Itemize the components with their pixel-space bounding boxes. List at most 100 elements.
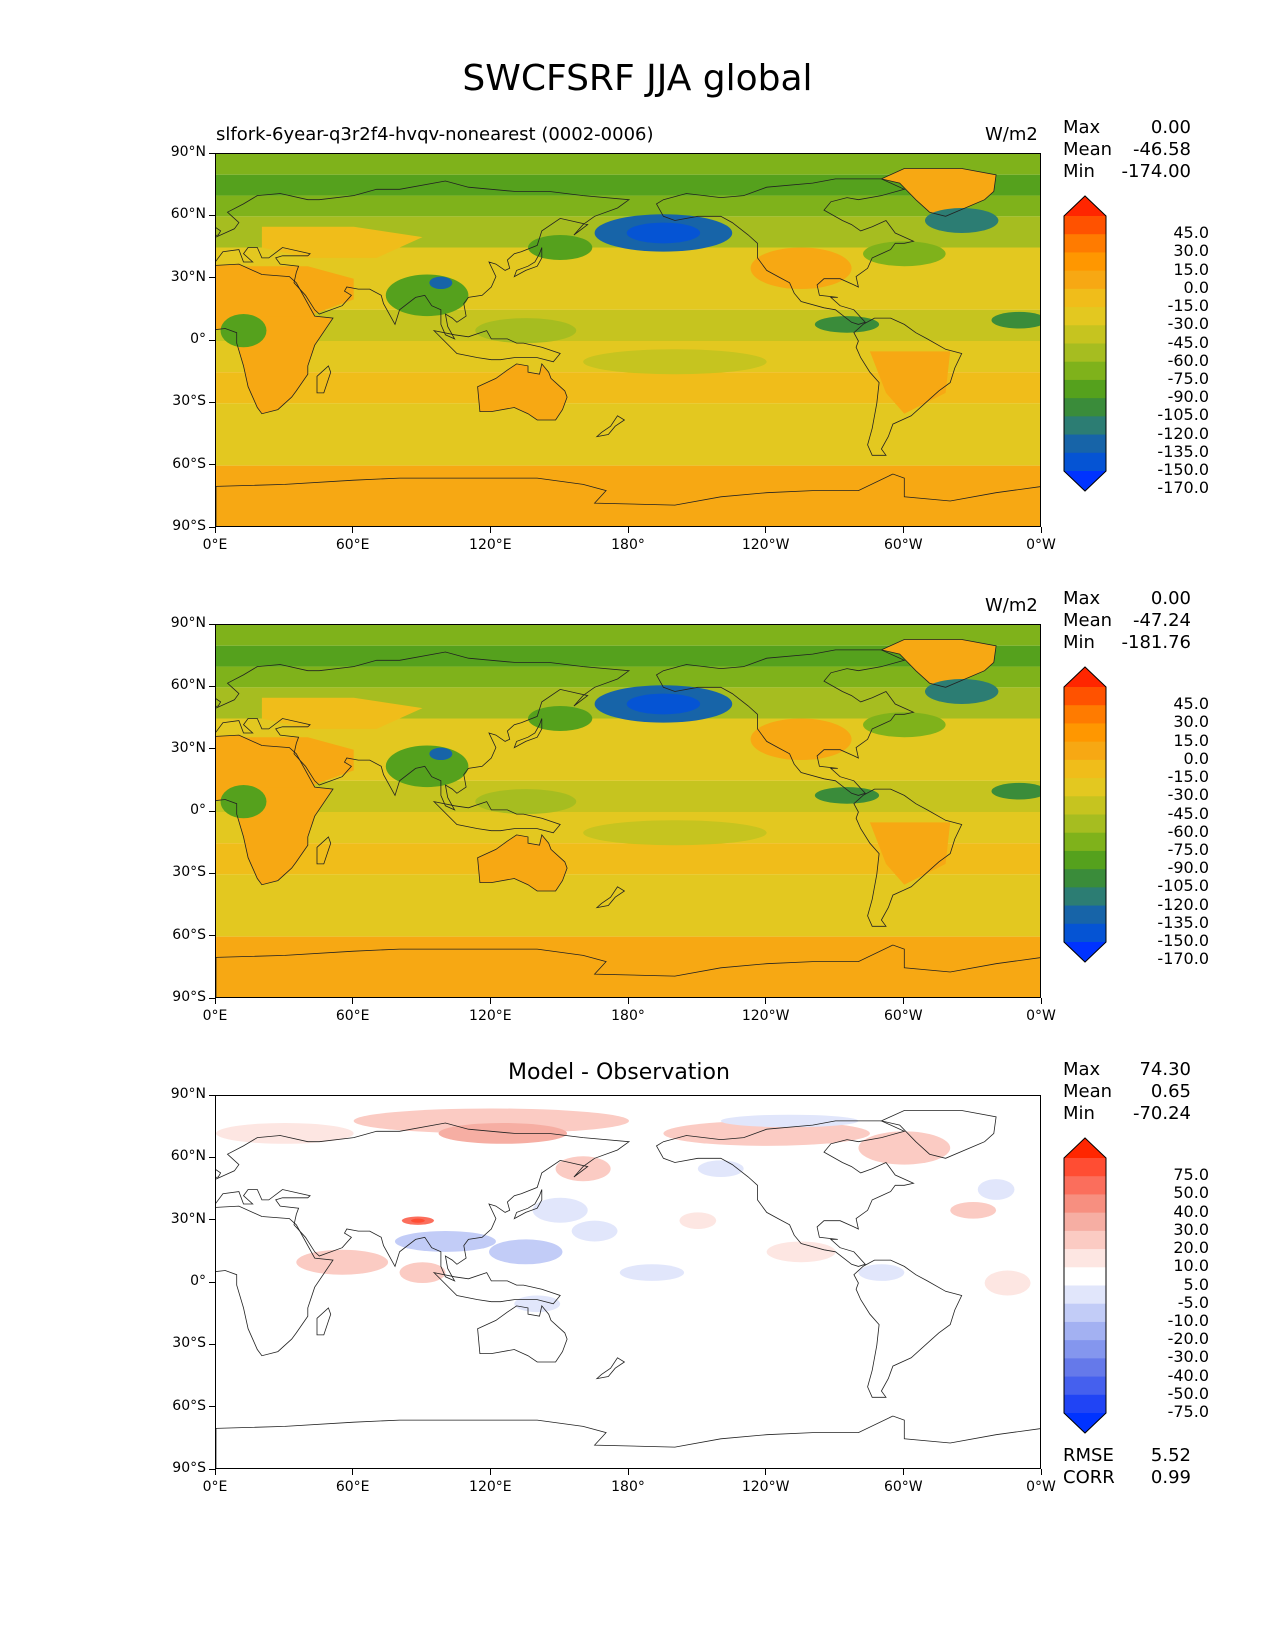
coastline-southAmerica — [853, 788, 963, 927]
field-australia — [477, 834, 568, 891]
colorbar-tick-label: 75.0 — [1173, 1165, 1209, 1185]
field-north-atlantic-low — [924, 679, 999, 704]
lat-tick-label: 60°N — [170, 677, 206, 694]
lon-tick-label: 0°W — [1026, 537, 1056, 553]
stats-block: Max 0.00 Mean -46.58 Min -174.00 — [1063, 117, 1191, 183]
lat-tick — [209, 214, 215, 216]
lon-tick-label: 120°E — [469, 1008, 512, 1024]
colorbar-tick-label: 30.0 — [1173, 241, 1209, 261]
stat-max-label: Max — [1063, 117, 1101, 138]
lon-tick — [489, 527, 491, 533]
map-plot — [215, 1095, 1041, 1469]
colorbar-outline — [1063, 1137, 1107, 1434]
colorbar-tick-label: 45.0 — [1173, 694, 1209, 714]
lat-tick — [209, 1219, 215, 1221]
colorbar-swatch — [1064, 416, 1106, 436]
stat-min-label: Min — [1063, 161, 1095, 182]
colorbar-graphic — [1063, 195, 1107, 492]
colorbar-tick-label: -45.0 — [1167, 803, 1209, 823]
colorbar-swatch — [1064, 832, 1106, 852]
field-bay-of-bengal — [385, 274, 469, 317]
colorbar-tick-label: -90.0 — [1167, 387, 1209, 407]
colorbar-swatch — [1064, 687, 1106, 706]
lat-tick-label: 60°S — [172, 1397, 206, 1414]
corr-value: 0.99 — [1150, 1467, 1191, 1488]
colorbar-tick-label: 50.0 — [1173, 1183, 1209, 1203]
field-north-pacific-core — [626, 693, 701, 715]
field-band — [216, 625, 1040, 646]
lon-tick-label: 120°W — [741, 537, 790, 553]
colorbar-tick-label: 45.0 — [1173, 223, 1209, 243]
colorbar-swatch — [1064, 270, 1106, 290]
colorbar-swatch — [1064, 1376, 1106, 1396]
lon-tick — [627, 1469, 629, 1475]
colorbar-swatch — [1064, 723, 1106, 743]
colorbar-extend-max — [1064, 667, 1106, 687]
lat-tick — [209, 748, 215, 750]
rmse-label: RMSE — [1063, 1445, 1114, 1466]
coastline-antarctica — [216, 473, 1040, 526]
stats-block: Max 74.30 Mean 0.65 Min -70.24 — [1063, 1059, 1191, 1125]
colorbar-tick-label: -60.0 — [1167, 821, 1209, 841]
field-positive-anomaly — [216, 1123, 354, 1144]
colorbar-tick-label: -45.0 — [1167, 332, 1209, 352]
field-australia — [477, 363, 568, 420]
colorbar-swatch — [1064, 452, 1106, 472]
lon-tick-label: 60°W — [883, 537, 923, 553]
lat-tick-label: 90°S — [172, 1460, 206, 1476]
colorbar-swatch — [1064, 216, 1106, 235]
lon-tick-label: 0°E — [202, 1008, 228, 1024]
coastline-greenland — [880, 639, 997, 688]
lon-tick-label: 180° — [611, 1479, 645, 1495]
lon-tick-label: 60°E — [335, 1479, 370, 1495]
field-band — [216, 309, 1040, 341]
field-gulf-stream — [863, 241, 946, 267]
colorbar-extend-min — [1064, 942, 1106, 962]
coastline-africa — [216, 263, 334, 415]
coastline-australia — [477, 834, 568, 892]
colorbar-swatch — [1064, 288, 1106, 308]
map-plot — [215, 153, 1041, 527]
field-north-america — [750, 247, 852, 290]
colorbar-swatch — [1064, 379, 1106, 399]
field-negative-anomaly — [858, 1264, 905, 1281]
colorbar-swatch — [1064, 887, 1106, 907]
lat-tick — [209, 339, 215, 341]
field-positive-anomaly — [555, 1156, 611, 1182]
colorbar-tick-label: 5.0 — [1183, 1274, 1209, 1294]
field-spcz — [583, 349, 767, 375]
coastline-africa — [216, 734, 334, 886]
colorbar-swatch — [1064, 1194, 1106, 1214]
stat-max-label: Max — [1063, 588, 1101, 609]
lat-tick-label: 60°N — [170, 1148, 206, 1165]
colorbar-extend-min — [1064, 471, 1106, 491]
colorbar-tick-label: 0.0 — [1183, 277, 1209, 297]
colorbar-tick-label: -135.0 — [1157, 441, 1209, 461]
stats-block: Max 0.00 Mean -47.24 Min -181.76 — [1063, 588, 1191, 654]
stat-min-label: Min — [1063, 1103, 1095, 1124]
colorbar-tick-label: 40.0 — [1173, 1201, 1209, 1221]
lat-tick-label: 60°S — [172, 455, 206, 472]
lon-tick — [902, 1469, 904, 1475]
field-band — [216, 174, 1040, 196]
coastline-northAmerica — [655, 178, 915, 325]
colorbar-tick-label: -60.0 — [1167, 350, 1209, 370]
colorbar-tick-label: -90.0 — [1167, 858, 1209, 878]
error-stats: RMSE 5.52 CORR 0.99 — [1063, 1445, 1191, 1489]
field-kuroshio — [528, 706, 593, 731]
lat-tick — [209, 277, 215, 279]
lon-tick-label: 180° — [611, 1008, 645, 1024]
lon-tick — [214, 998, 216, 1004]
units-label: W/m2 — [985, 124, 1038, 145]
lat-tick-label: 90°S — [172, 989, 206, 1005]
lon-tick — [352, 998, 354, 1004]
coastline-madagascar — [316, 365, 332, 394]
coastline-newzealand — [595, 1357, 626, 1380]
stat-mean-label: Mean — [1063, 610, 1113, 631]
field-band — [216, 936, 1040, 997]
colorbar-swatch — [1064, 1249, 1106, 1268]
colorbar-swatch — [1064, 1285, 1106, 1305]
colorbar-tick-label: -30.0 — [1167, 314, 1209, 334]
lon-tick-label: 60°W — [883, 1008, 923, 1024]
colorbar-tick-label: 0.0 — [1183, 748, 1209, 768]
